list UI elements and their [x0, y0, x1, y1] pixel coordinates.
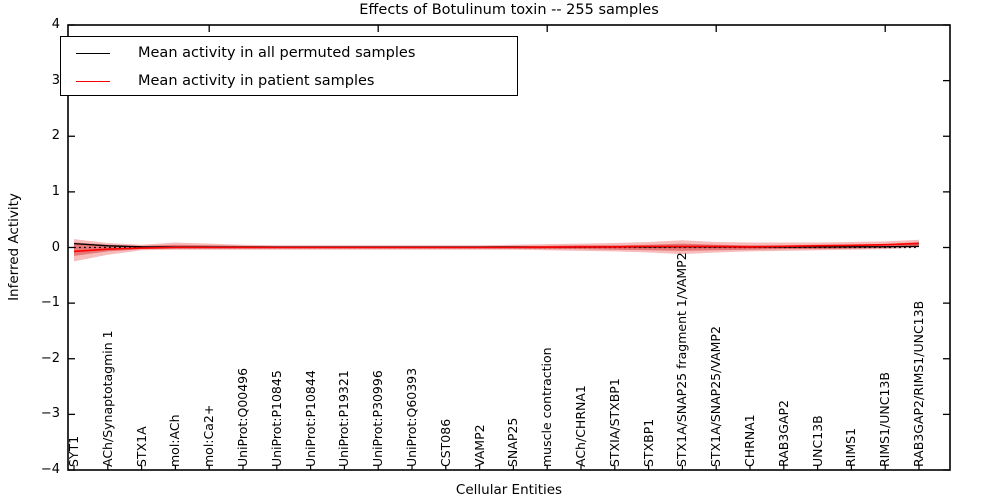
- x-category-label: STX1A/SNAP25/VAMP2: [708, 326, 724, 467]
- series-line-patient-mean: [73, 242, 920, 253]
- x-category-label: CHRNA1: [742, 414, 757, 467]
- legend-box: Mean activity in all permuted samples Me…: [60, 36, 518, 96]
- x-category-label: UniProt:Q60393: [404, 367, 419, 467]
- y-tick-label: 0: [51, 239, 60, 255]
- chart-title: Effects of Botulinum toxin -- 255 sample…: [359, 2, 659, 18]
- legend-line-sample-black: [76, 52, 110, 54]
- x-category-label: UNC13B: [809, 415, 825, 467]
- x-category-label: ACh/CHRNA1: [573, 385, 588, 467]
- x-category-label: RAB3GAP2: [775, 400, 791, 467]
- x-category-label: STXBP1: [640, 418, 656, 467]
- legend-item-permuted: Mean activity in all permuted samples: [61, 39, 517, 67]
- legend-label: Mean activity in all permuted samples: [138, 45, 416, 61]
- y-tick-label: −2: [40, 350, 60, 366]
- x-category-label: UniProt:P19321: [336, 370, 352, 467]
- x-category-label: STX1A: [133, 426, 149, 467]
- x-category-label: RIMS1/UNC13B: [877, 372, 893, 467]
- x-category-label: UniProt:Q00496: [235, 367, 250, 467]
- y-tick-label: 2: [51, 128, 60, 144]
- legend-label: Mean activity in patient samples: [138, 73, 375, 89]
- y-tick-label: 1: [51, 183, 60, 199]
- x-category-label: muscle contraction: [539, 347, 555, 467]
- band-patient-activity-spread-inner: [74, 241, 919, 256]
- x-category-label: STX1A/SNAP25 fragment 1/VAMP2: [674, 252, 690, 467]
- x-category-label: mol:ACh: [167, 414, 183, 468]
- x-category-label: STXIA/STXBP1: [606, 378, 622, 467]
- legend-item-patient: Mean activity in patient samples: [61, 67, 517, 95]
- x-category-label: CST086: [437, 418, 453, 467]
- x-category-label: RAB3GAP2/RIMS1/UNC13B: [911, 300, 926, 467]
- y-tick-label: 3: [51, 72, 60, 88]
- band-patient-activity-spread-outer: [74, 239, 919, 262]
- y-tick-label: −4: [40, 462, 60, 477]
- x-category-label: ACh/Synaptotagmin 1: [99, 330, 115, 467]
- x-category-label: SNAP25: [505, 417, 521, 467]
- x-category-label: SYT1: [66, 435, 81, 467]
- x-category-label: UniProt:P10845: [268, 370, 284, 467]
- x-axis-label: Cellular Entities: [455, 482, 563, 498]
- x-category-label: VAMP2: [471, 424, 487, 467]
- y-tick-label: 4: [51, 17, 60, 32]
- x-category-label: RIMS1: [843, 427, 859, 467]
- x-category-label: UniProt:P30996: [370, 370, 386, 467]
- legend-line-sample-red: [76, 80, 110, 82]
- x-category-label: UniProt:P10844: [302, 370, 318, 467]
- x-category-label: mol:Ca2+: [201, 404, 217, 467]
- y-tick-label: −3: [40, 406, 60, 422]
- y-tick-label: −1: [40, 295, 60, 311]
